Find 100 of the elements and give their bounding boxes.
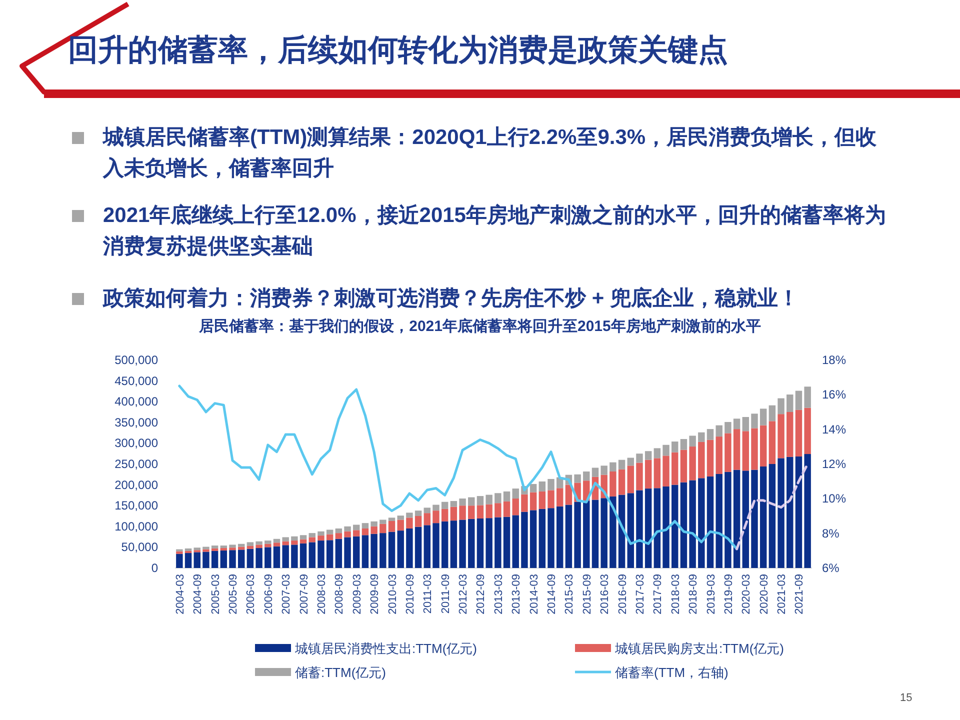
x-tick-label: 2015-03 (564, 574, 576, 614)
bar (282, 537, 289, 542)
y-tick-label: 250,000 (114, 457, 158, 471)
bar (486, 518, 492, 568)
bar (716, 436, 722, 474)
x-tick-label: 2006-09 (262, 574, 275, 614)
bar (751, 414, 758, 428)
x-tick-label: 2010-03 (386, 574, 399, 614)
y2-tick-label: 18% (822, 353, 846, 367)
bar (716, 425, 722, 437)
bar (583, 500, 590, 568)
bar (397, 516, 404, 520)
bar (654, 458, 661, 488)
bar (211, 550, 218, 568)
y2-tick-label: 14% (822, 422, 846, 436)
x-tick-label: 2015-09 (581, 574, 594, 614)
x-tick-label: 2010-09 (404, 574, 416, 614)
bar (733, 418, 740, 430)
bar (512, 488, 519, 499)
bar (768, 421, 776, 464)
x-tick-label: 2019-03 (705, 574, 718, 614)
bar (494, 503, 502, 518)
bar (256, 548, 262, 568)
bar (760, 466, 767, 568)
x-tick-label: 2017-09 (652, 574, 664, 614)
bar (733, 470, 740, 568)
bar (335, 533, 342, 539)
x-tick-label: 2011-09 (440, 574, 452, 614)
bar (486, 504, 492, 518)
bar (583, 471, 590, 481)
bar (184, 550, 192, 554)
bar (300, 539, 307, 544)
bar (680, 482, 688, 568)
bar (238, 544, 245, 547)
bar (795, 410, 802, 457)
bar (592, 500, 599, 568)
bar (282, 545, 289, 568)
bar (503, 501, 510, 517)
bar (476, 496, 484, 506)
y2-tick-label: 16% (822, 388, 846, 402)
bar (698, 442, 705, 478)
legend-label: 城镇居民消费性支出:TTM(亿元) (294, 641, 477, 656)
bar (698, 478, 705, 568)
bar (424, 513, 431, 526)
bar (202, 552, 210, 568)
bar (291, 540, 298, 545)
bar (308, 542, 316, 568)
bar (636, 462, 643, 490)
bar (176, 554, 183, 568)
bar (246, 548, 254, 568)
bar (450, 520, 458, 568)
bar (353, 536, 360, 568)
bar (503, 491, 510, 502)
bar (229, 550, 236, 568)
bar (362, 523, 369, 528)
bar (644, 460, 652, 489)
bar (503, 516, 510, 568)
bar (680, 439, 688, 450)
bar (318, 540, 324, 568)
bar (654, 488, 661, 568)
bar (530, 484, 537, 492)
bar (264, 547, 272, 568)
bar (778, 414, 784, 458)
bar (644, 451, 652, 460)
x-tick-label: 2021-09 (794, 574, 806, 614)
bar (238, 550, 245, 568)
bar (308, 537, 316, 542)
bar (246, 542, 254, 546)
bar (662, 456, 670, 486)
bar (636, 454, 643, 463)
bar (380, 520, 386, 524)
bar (468, 518, 475, 568)
bar (441, 502, 448, 509)
bar (786, 412, 794, 457)
bar (273, 542, 280, 546)
bar (654, 448, 661, 458)
bar (184, 548, 192, 551)
bar (618, 460, 626, 470)
text: 2021年底继续上行至12.0%，接近2015年房地产刺激之前的水平，回升的储蓄率将为消费复苏提供坚实基础 (103, 202, 887, 260)
bar (353, 530, 360, 536)
bar (804, 408, 811, 454)
x-tick-label: 2007-09 (298, 574, 310, 614)
bar (291, 544, 298, 568)
bar (742, 416, 750, 432)
bar (592, 468, 599, 477)
bar (282, 541, 289, 546)
bar (406, 528, 413, 568)
bar (662, 444, 670, 456)
bar (335, 528, 342, 534)
y2-tick-label: 6% (822, 561, 840, 575)
y-tick-label: 200,000 (114, 478, 158, 492)
bar (264, 544, 272, 548)
y-tick-label: 100,000 (114, 519, 158, 534)
bar (610, 496, 616, 568)
bar (370, 534, 378, 568)
bar (459, 520, 466, 568)
legend-label: 储蓄率(TTM，右轴) (615, 665, 728, 680)
bar (229, 544, 236, 548)
x-tick-label: 2012-09 (475, 574, 488, 614)
bar (344, 526, 351, 532)
